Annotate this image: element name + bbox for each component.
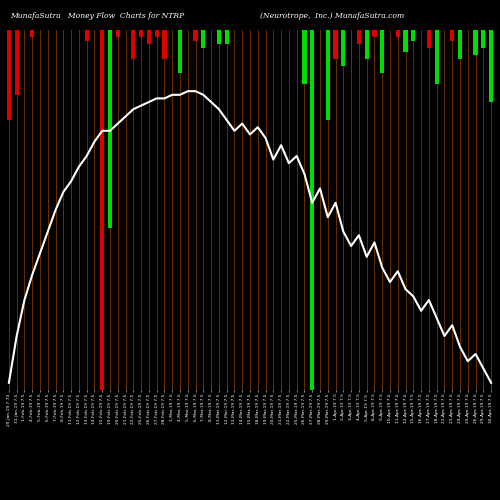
- Bar: [100, 30, 104, 390]
- Bar: [14, 30, 19, 95]
- Bar: [481, 30, 486, 48]
- Bar: [217, 30, 221, 44]
- Bar: [357, 30, 361, 44]
- Bar: [434, 30, 439, 84]
- Bar: [380, 30, 384, 73]
- Bar: [116, 30, 120, 37]
- Bar: [411, 30, 416, 41]
- Bar: [396, 30, 400, 37]
- Bar: [84, 30, 89, 41]
- Bar: [7, 30, 11, 120]
- Bar: [194, 30, 198, 41]
- Text: MunafaSutra   Money Flow  Charts for NTRP: MunafaSutra Money Flow Charts for NTRP: [10, 12, 184, 20]
- Bar: [108, 30, 112, 228]
- Bar: [458, 30, 462, 59]
- Text: (Neurotrope,  Inc.) MunafaSutra.com: (Neurotrope, Inc.) MunafaSutra.com: [260, 12, 404, 20]
- Bar: [334, 30, 338, 59]
- Bar: [139, 30, 143, 37]
- Bar: [341, 30, 345, 66]
- Bar: [147, 30, 151, 44]
- Bar: [30, 30, 34, 37]
- Bar: [178, 30, 182, 73]
- Bar: [154, 30, 159, 37]
- Bar: [372, 30, 376, 37]
- Bar: [302, 30, 306, 84]
- Bar: [310, 30, 314, 390]
- Bar: [131, 30, 136, 59]
- Bar: [326, 30, 330, 120]
- Bar: [162, 30, 166, 59]
- Bar: [224, 30, 229, 44]
- Bar: [364, 30, 369, 59]
- Bar: [489, 30, 493, 102]
- Bar: [201, 30, 205, 48]
- Bar: [404, 30, 407, 52]
- Bar: [474, 30, 478, 55]
- Bar: [427, 30, 431, 48]
- Bar: [450, 30, 454, 41]
